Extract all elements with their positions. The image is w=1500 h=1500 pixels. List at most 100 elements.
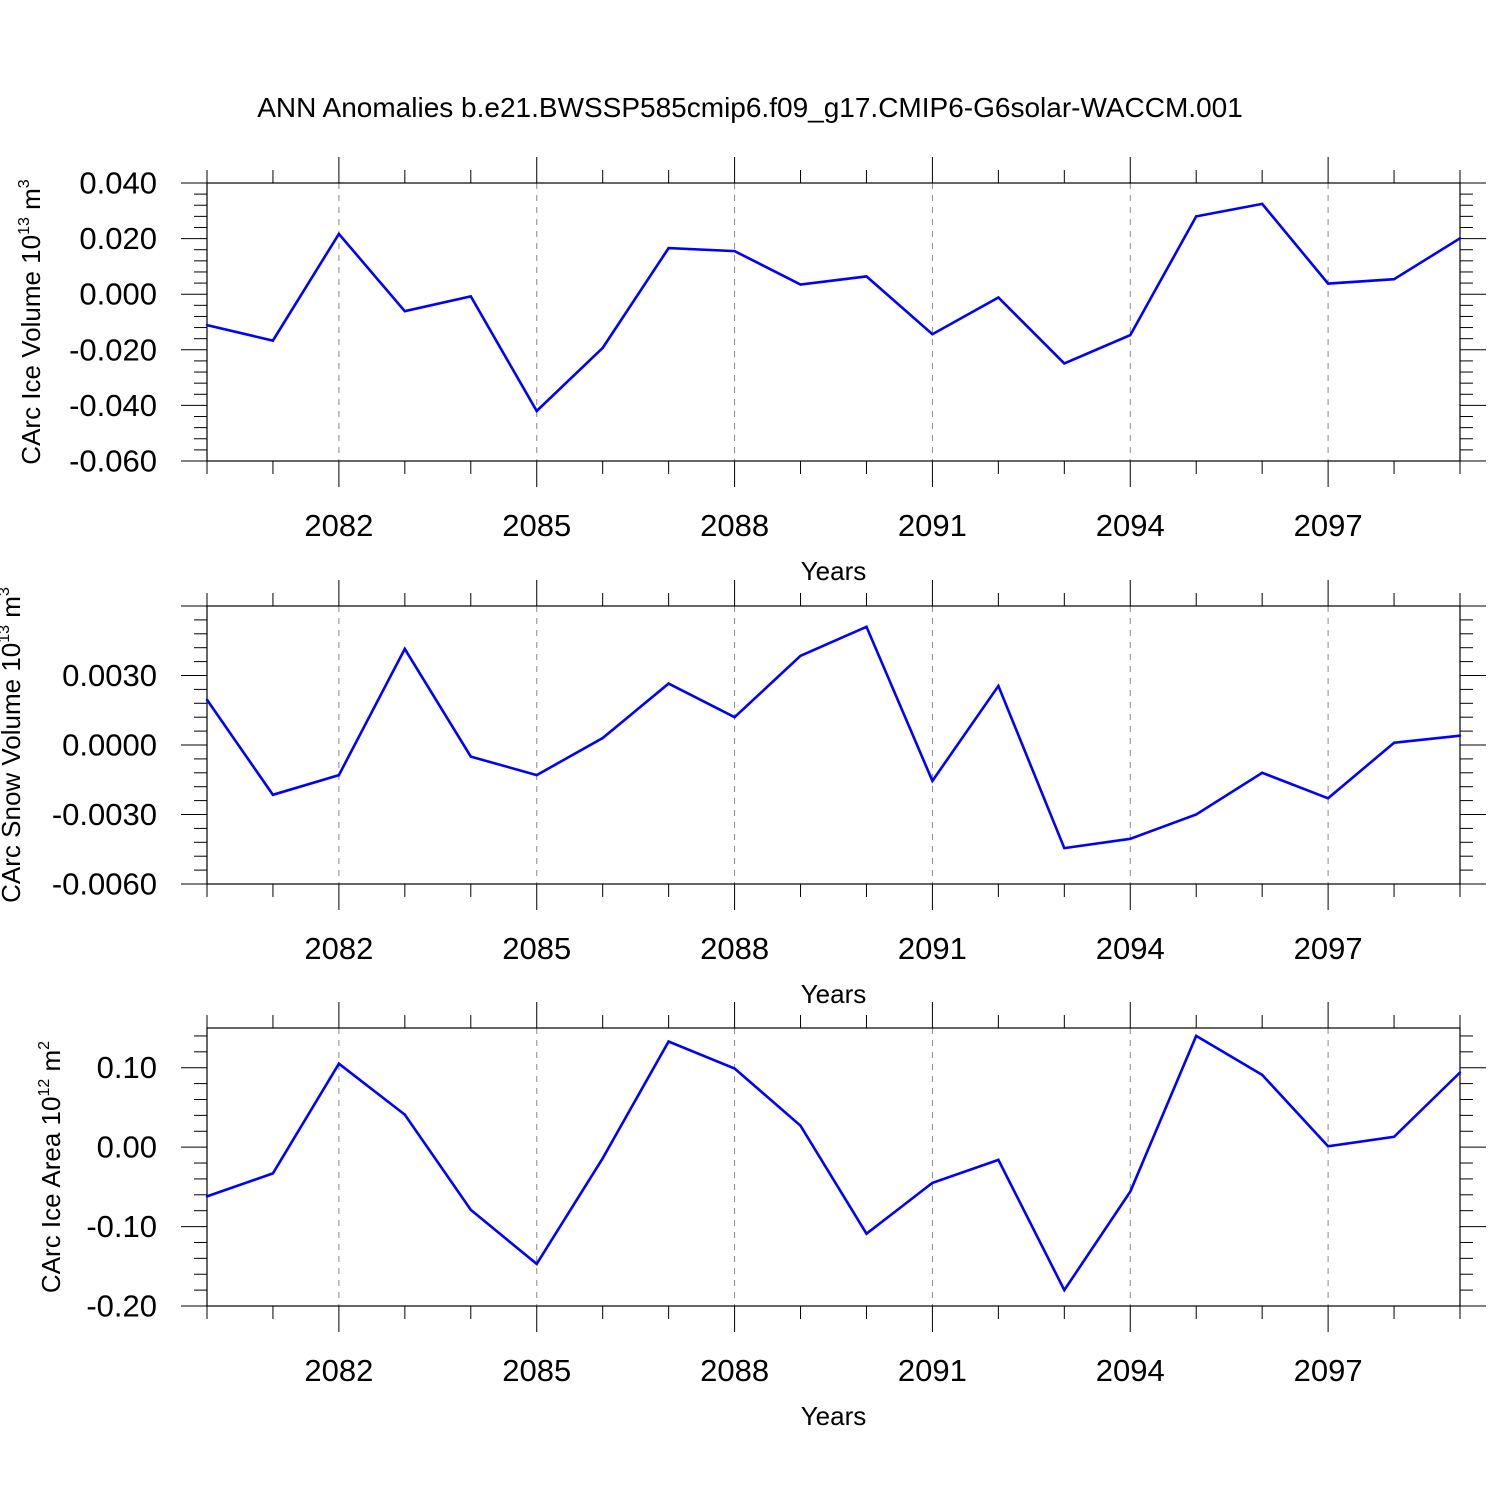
data-point bbox=[997, 296, 1000, 299]
data-point bbox=[1458, 734, 1462, 737]
data-point bbox=[601, 736, 604, 740]
y-tick-label: 0.10 bbox=[97, 1050, 157, 1085]
x-axis-label: Years bbox=[801, 1401, 867, 1431]
data-point bbox=[1392, 1135, 1396, 1139]
y-tick-label: 0.00 bbox=[97, 1130, 157, 1165]
data-point bbox=[403, 647, 407, 651]
data-point bbox=[535, 1262, 538, 1266]
data-point bbox=[601, 1157, 604, 1160]
data-point bbox=[865, 1232, 868, 1235]
y-tick-label: 0.0000 bbox=[62, 728, 157, 763]
data-point bbox=[1063, 362, 1066, 365]
chart-panel-3: -0.20 -0.10 0.00 0.10 2082 2085 2088 2091 2094 20… bbox=[36, 1002, 1486, 1431]
series-line bbox=[206, 202, 1461, 414]
data-point bbox=[865, 275, 868, 278]
series-line bbox=[206, 1034, 1461, 1293]
x-tick-label: 2097 bbox=[1294, 1353, 1363, 1388]
data-point bbox=[1326, 797, 1330, 800]
data-point bbox=[799, 283, 802, 286]
data-point bbox=[205, 1195, 209, 1198]
data-point bbox=[997, 1158, 1000, 1162]
data-point bbox=[1129, 333, 1132, 337]
figure-title: ANN Anomalies b.e21.BWSSP585cmip6.f09_g1… bbox=[257, 92, 1243, 123]
data-point bbox=[1458, 1071, 1462, 1074]
x-tick-label: 2088 bbox=[700, 508, 769, 543]
data-point bbox=[667, 682, 670, 685]
data-point bbox=[535, 409, 538, 413]
y-axis-label: CArc Ice Volume 1013 m3 bbox=[16, 179, 46, 464]
data-point bbox=[1129, 837, 1132, 841]
y-tick-label: 0.0030 bbox=[62, 658, 157, 693]
data-point bbox=[1195, 1034, 1198, 1038]
data-point bbox=[1458, 237, 1462, 240]
y-tick-label: -0.20 bbox=[86, 1289, 157, 1324]
x-tick-label: 2094 bbox=[1096, 931, 1165, 966]
data-point bbox=[799, 1124, 802, 1127]
x-tick-label: 2094 bbox=[1096, 508, 1165, 543]
data-point bbox=[931, 779, 934, 783]
plot-frame bbox=[206, 605, 1461, 885]
y-tick-label: 0.040 bbox=[79, 166, 157, 201]
x-tick-label: 2097 bbox=[1294, 931, 1363, 966]
x-tick-label: 2097 bbox=[1294, 508, 1363, 543]
data-point bbox=[271, 793, 275, 797]
x-tick-label: 2091 bbox=[898, 1353, 967, 1388]
data-point bbox=[601, 346, 604, 350]
y-tick-label: -0.0060 bbox=[52, 867, 157, 902]
data-point bbox=[205, 698, 209, 702]
y-axis-label: CArc Snow Volume 1013 m3 bbox=[0, 587, 26, 903]
data-point bbox=[1260, 1073, 1264, 1077]
data-point bbox=[733, 716, 736, 719]
x-axis-label: Years bbox=[801, 979, 867, 1009]
chart-panel-2: -0.0060 -0.0030 0.0000 0.0030 2082 2085 2088 20… bbox=[0, 580, 1486, 1009]
y-tick-label: 0.020 bbox=[79, 221, 157, 256]
data-point bbox=[337, 773, 341, 777]
data-point bbox=[469, 1208, 472, 1212]
data-point bbox=[337, 232, 341, 236]
x-tick-label: 2082 bbox=[304, 508, 373, 543]
x-axis-label: Years bbox=[801, 556, 867, 586]
data-point bbox=[1392, 741, 1396, 744]
data-point bbox=[667, 1040, 670, 1043]
data-point bbox=[931, 1181, 934, 1185]
data-point bbox=[1063, 1288, 1066, 1292]
x-tick-label: 2094 bbox=[1096, 1353, 1165, 1388]
x-tick-label: 2088 bbox=[700, 931, 769, 966]
data-point bbox=[271, 339, 275, 342]
x-tick-label: 2085 bbox=[502, 1353, 571, 1388]
x-tick-label: 2082 bbox=[304, 1353, 373, 1388]
data-point bbox=[1260, 771, 1264, 774]
data-point bbox=[1063, 846, 1066, 850]
data-point bbox=[535, 773, 538, 777]
data-point bbox=[1392, 277, 1396, 281]
y-tick-label: -0.060 bbox=[69, 444, 157, 479]
x-tick-label: 2091 bbox=[898, 508, 967, 543]
plot-frame bbox=[206, 182, 1461, 462]
y-tick-label: 0.000 bbox=[79, 277, 157, 312]
data-point bbox=[931, 333, 934, 336]
data-point bbox=[733, 1067, 736, 1070]
data-point bbox=[469, 755, 472, 758]
y-tick-label: -0.10 bbox=[86, 1209, 157, 1244]
data-point bbox=[1195, 215, 1198, 218]
y-tick-label: -0.0030 bbox=[52, 797, 157, 832]
chart-panel-1: -0.060 -0.040 -0.020 0.000 0.020 0.040 2082 208… bbox=[16, 157, 1486, 586]
series-line bbox=[205, 625, 1461, 850]
x-tick-label: 2082 bbox=[304, 931, 373, 966]
data-point bbox=[205, 323, 209, 327]
data-point bbox=[997, 684, 1000, 688]
y-axis-label: CArc Ice Area 1012 m2 bbox=[36, 1041, 66, 1293]
x-tick-label: 2091 bbox=[898, 931, 967, 966]
data-point bbox=[337, 1062, 341, 1065]
x-tick-label: 2085 bbox=[502, 931, 571, 966]
x-tick-label: 2088 bbox=[700, 1353, 769, 1388]
data-point bbox=[403, 1113, 407, 1116]
data-point bbox=[1195, 813, 1198, 816]
data-point bbox=[865, 625, 868, 629]
plot-frame bbox=[206, 1027, 1461, 1307]
data-point bbox=[1129, 1190, 1132, 1193]
data-point bbox=[271, 1172, 275, 1175]
data-point bbox=[733, 249, 736, 253]
y-tick-label: -0.040 bbox=[69, 388, 157, 423]
